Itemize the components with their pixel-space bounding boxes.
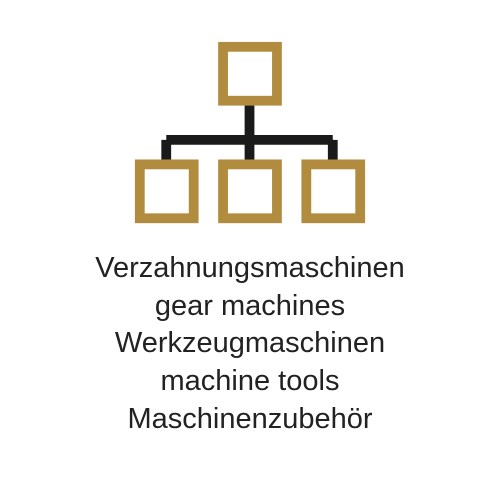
caption-line-2: gear machines bbox=[95, 288, 405, 326]
caption-line-5: Maschinenzubehör bbox=[95, 401, 405, 439]
caption-block: Verzahnungsmaschinen gear machines Werkz… bbox=[95, 250, 405, 438]
caption-line-1: Verzahnungsmaschinen bbox=[95, 250, 405, 288]
caption-line-4: machine tools bbox=[95, 363, 405, 401]
hierarchy-icon bbox=[130, 40, 370, 240]
caption-line-3: Werkzeugmaschinen bbox=[95, 325, 405, 363]
